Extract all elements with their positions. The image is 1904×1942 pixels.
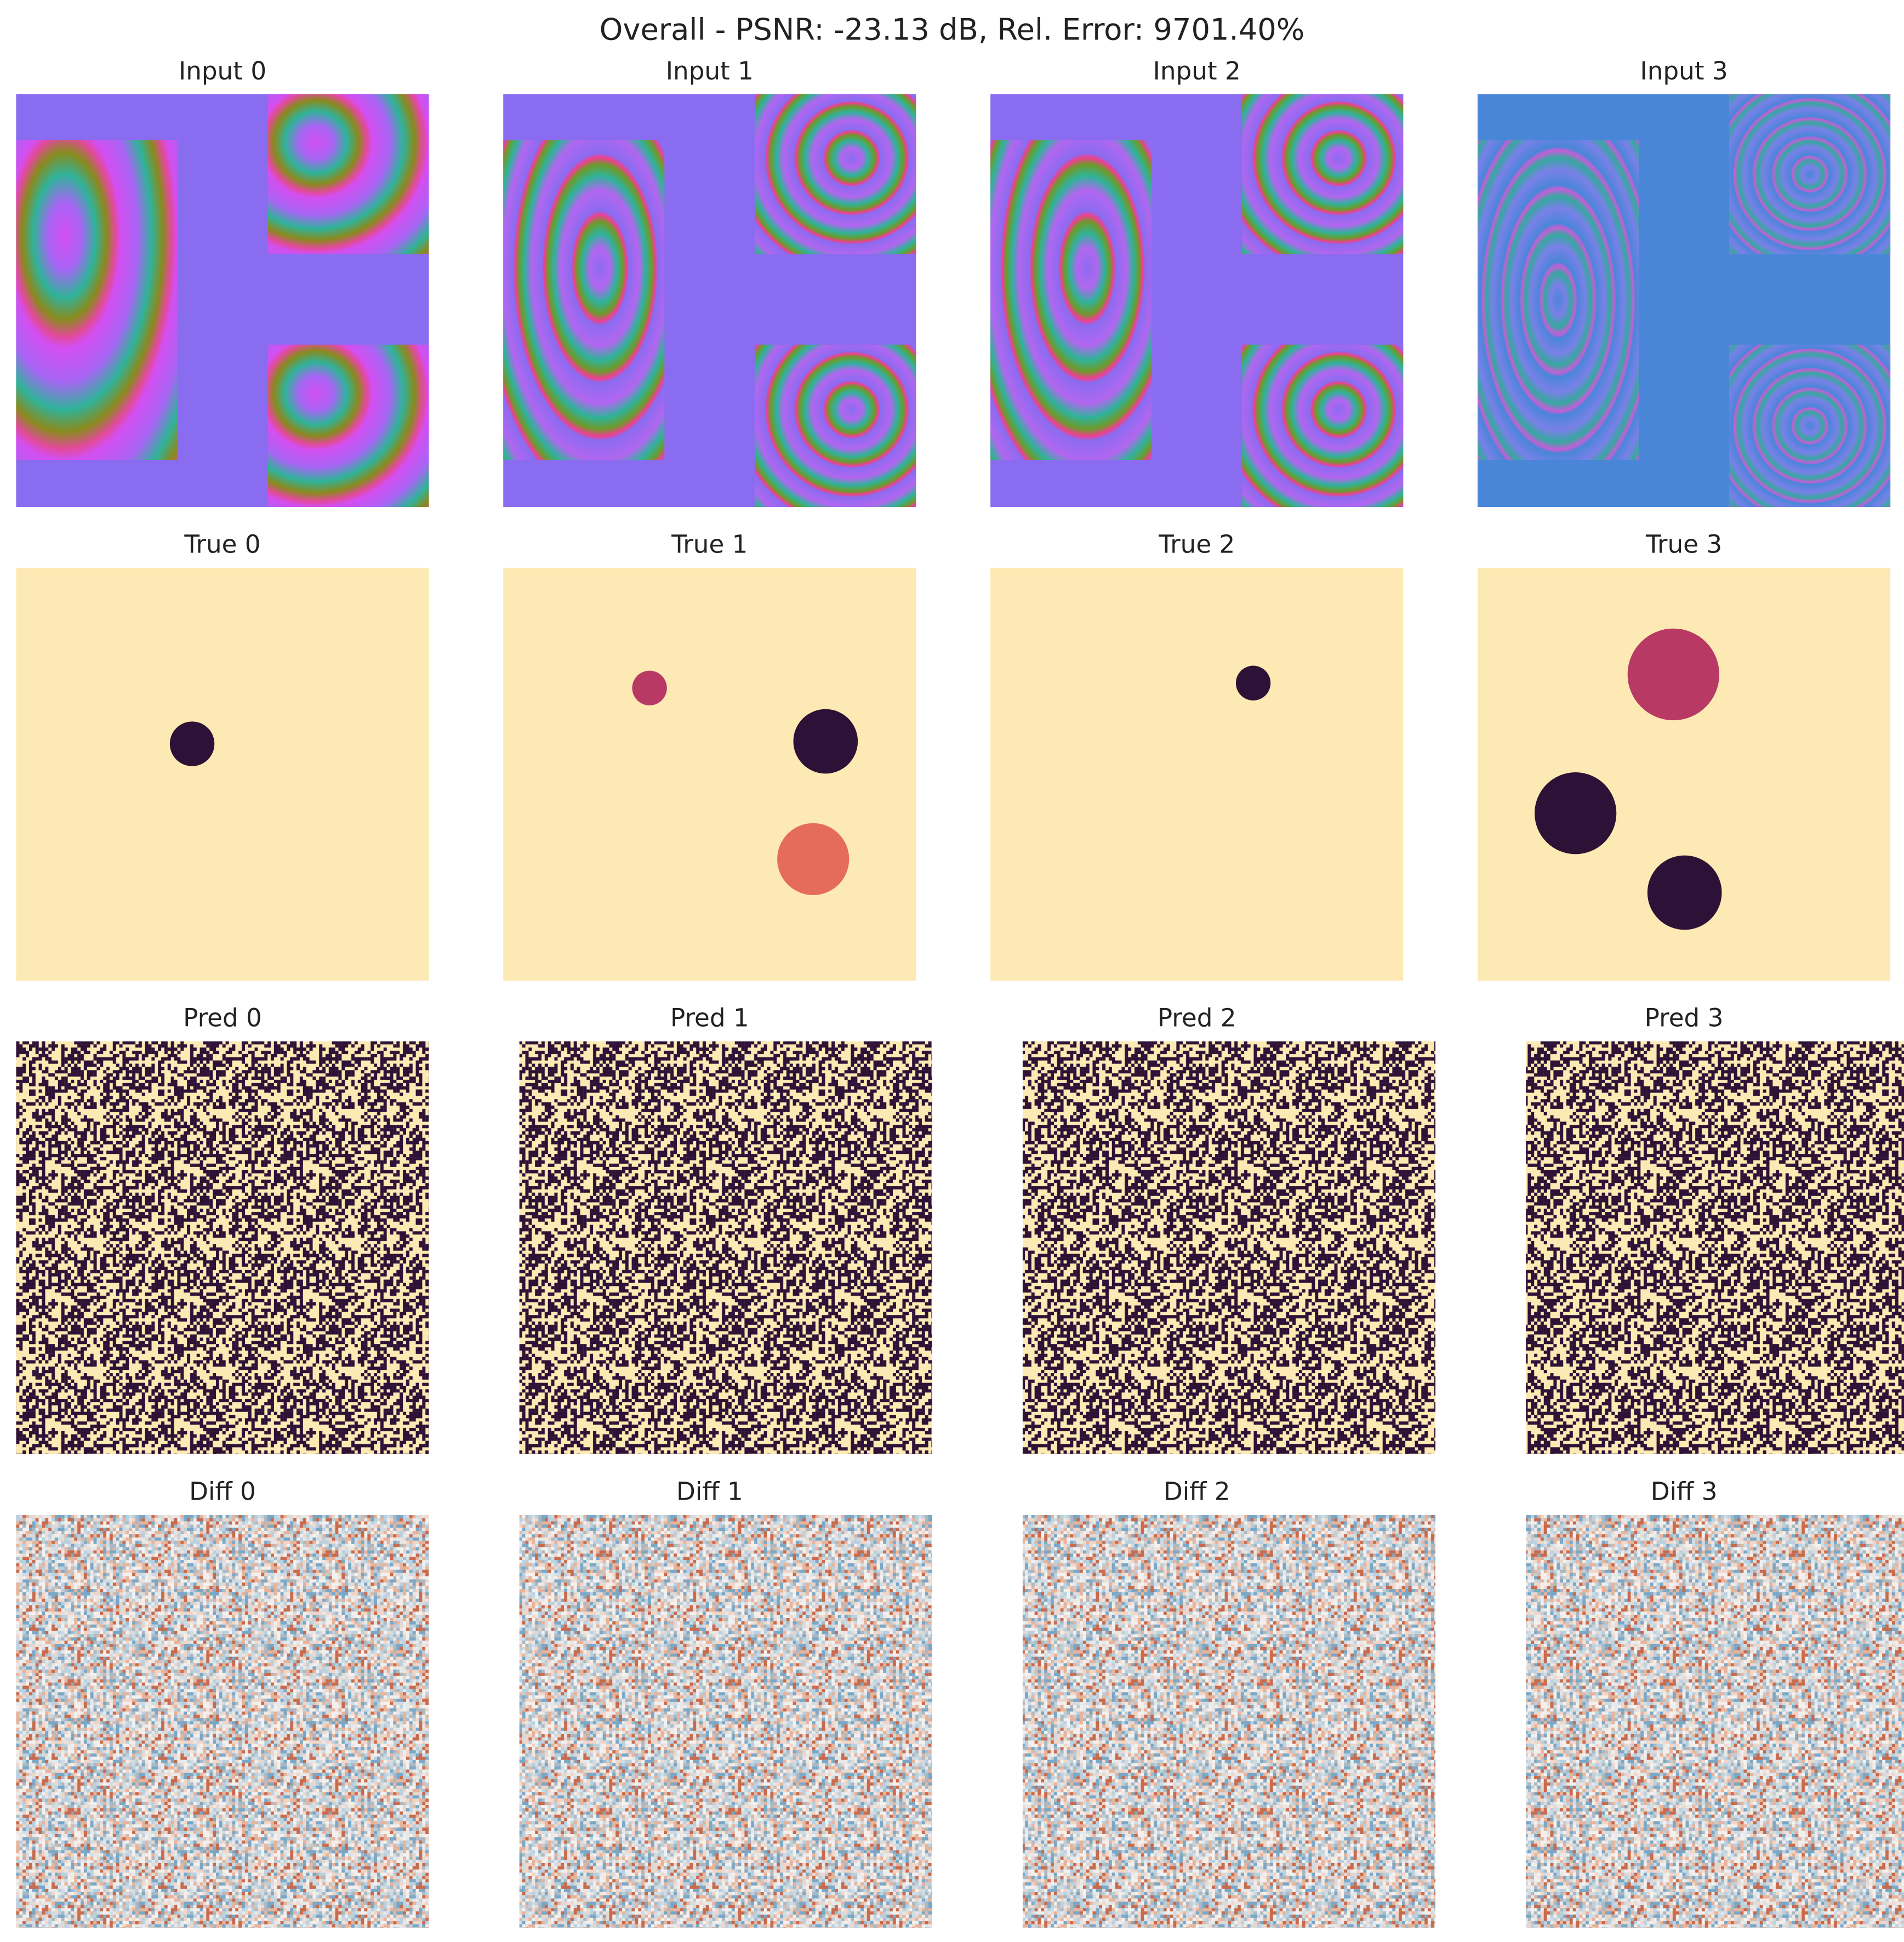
figure-title: Overall - PSNR: -23.13 dB, Rel. Error: 9… [600,12,1305,47]
panel-image [1477,94,1891,508]
blob [793,709,858,774]
panel-image [1526,1514,1904,1928]
panel-image [1477,567,1891,981]
image-block [267,344,429,508]
panel-image [1022,1041,1436,1455]
blob [1627,628,1720,721]
panel-title: Pred 1 [670,1004,749,1033]
panel-title: Diff 1 [676,1477,743,1506]
panel-title: Diff 2 [1164,1477,1230,1506]
image-noise [16,1514,429,1928]
panel-title: Pred 0 [183,1004,262,1033]
panel-title: Input 0 [179,56,266,86]
panel-image [503,94,916,508]
panel-image [1526,1041,1904,1455]
image-bg [990,567,1404,981]
blob [777,823,850,895]
blob [1235,665,1271,701]
blob [169,721,215,766]
panel-title: Pred 2 [1158,1004,1236,1033]
image-block [1242,344,1404,508]
image-block [755,344,916,508]
blob [1647,855,1722,930]
image-block [755,94,916,254]
panel-title: Diff 3 [1651,1477,1718,1506]
panel-title: Diff 0 [189,1477,256,1506]
image-block [1729,344,1891,508]
panel-image [519,1041,932,1455]
panel-image [1022,1514,1436,1928]
image-block [503,140,665,460]
image-noise [16,1041,429,1455]
panel-title: True 0 [184,530,260,559]
image-noise [1022,1041,1436,1455]
image-noise [1526,1514,1904,1928]
image-bg [503,567,916,981]
image-noise [519,1041,932,1455]
panel-image [990,94,1404,508]
panel-image [16,1041,429,1455]
image-noise [1022,1514,1436,1928]
blob [632,670,667,705]
image-block [1477,140,1639,460]
blob [1535,772,1617,855]
panel-title: Input 2 [1153,56,1241,86]
panel-image [519,1514,932,1928]
panel-title: Pred 3 [1645,1004,1724,1033]
image-noise [1526,1041,1904,1455]
image-block [990,140,1152,460]
image-noise [519,1514,932,1928]
panel-image [503,567,916,981]
panel-image [990,567,1404,981]
image-block [1729,94,1891,254]
image-block [16,140,178,460]
panel-title: True 2 [1158,530,1235,559]
panel-image [16,567,429,981]
image-block [267,94,429,254]
panel-image [16,94,429,508]
image-bg [16,567,429,981]
panel-title: Input 3 [1640,56,1728,86]
panel-title: True 1 [671,530,748,559]
panel-title: True 3 [1645,530,1722,559]
panel-title: Input 1 [666,56,754,86]
panel-image [16,1514,429,1928]
image-block [1242,94,1404,254]
